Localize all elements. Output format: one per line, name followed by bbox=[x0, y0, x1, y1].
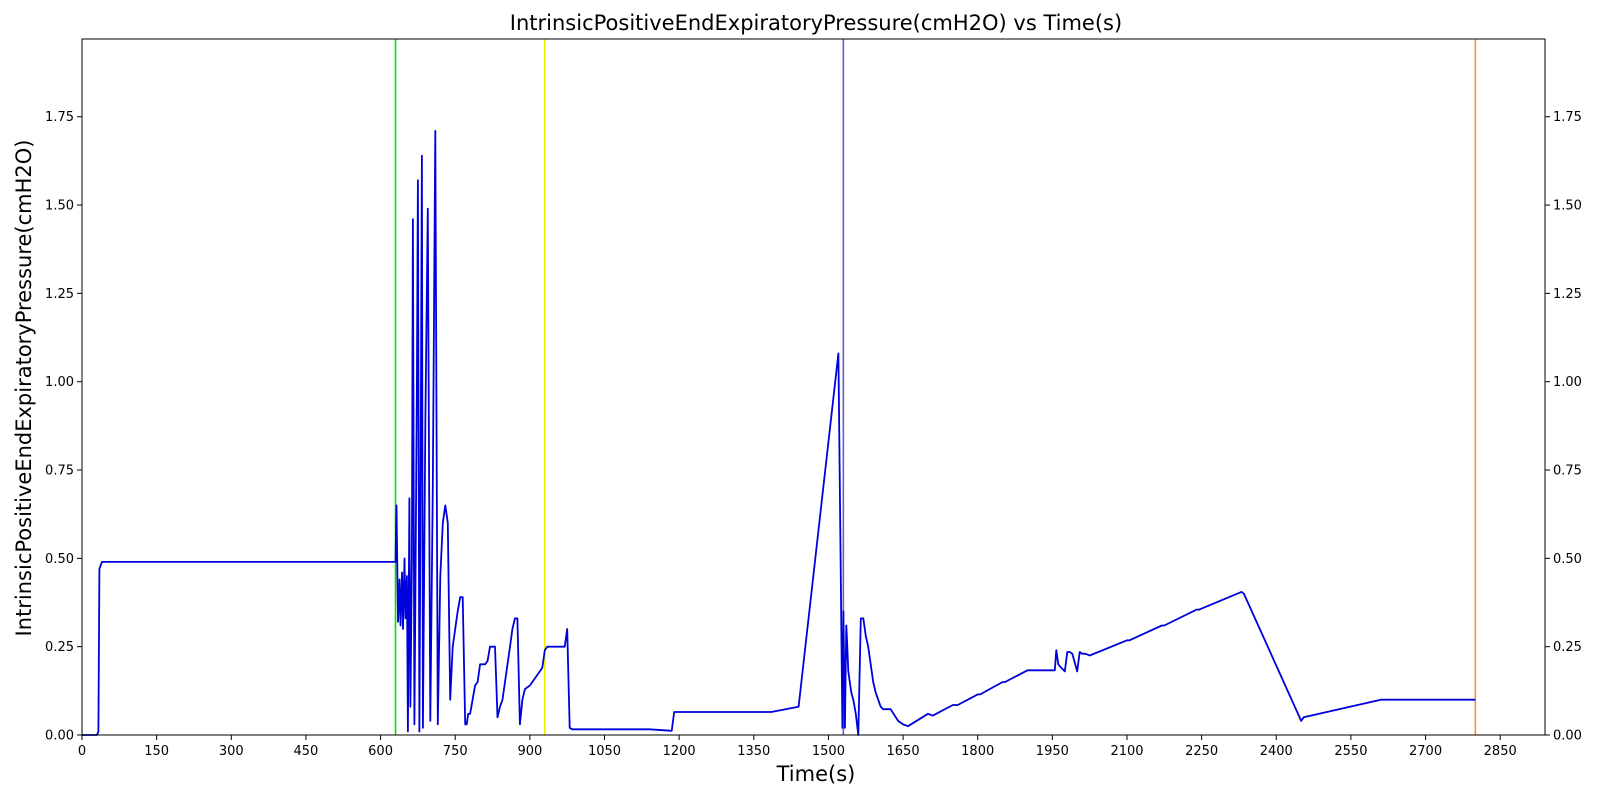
x-tick-label: 2550 bbox=[1334, 744, 1367, 759]
x-tick-label: 1050 bbox=[588, 744, 621, 759]
y-tick-label-right: 1.75 bbox=[1553, 110, 1582, 125]
y-axis-ticks: 0.00 0.00 0.25 0.25 0.50 0.50 0.75 0.75 1.00 1.00… bbox=[45, 110, 1582, 743]
x-tick-label: 2700 bbox=[1409, 744, 1442, 759]
y-tick-label-left: 0.25 bbox=[45, 640, 74, 655]
y-tick-label-right: 1.50 bbox=[1553, 199, 1582, 214]
y-tick-label-left: 0.50 bbox=[45, 552, 74, 567]
y-tick-label-right: 0.00 bbox=[1553, 729, 1582, 744]
x-tick-label: 600 bbox=[368, 744, 393, 759]
x-tick-label: 1950 bbox=[1036, 744, 1069, 759]
y-tick-label-right: 0.25 bbox=[1553, 640, 1582, 655]
x-tick-label: 1350 bbox=[737, 744, 770, 759]
y-tick-label-right: 1.25 bbox=[1553, 287, 1582, 302]
x-tick-label: 900 bbox=[517, 744, 542, 759]
x-tick-label: 1650 bbox=[887, 744, 920, 759]
x-tick-label: 750 bbox=[443, 744, 468, 759]
x-tick-label: 300 bbox=[219, 744, 244, 759]
series-line-0 bbox=[82, 129, 1476, 736]
x-tick-label: 450 bbox=[294, 744, 319, 759]
y-tick-label-left: 1.75 bbox=[45, 110, 74, 125]
x-tick-label: 2400 bbox=[1260, 744, 1293, 759]
y-tick-label-right: 0.75 bbox=[1553, 464, 1582, 479]
x-tick-label: 2250 bbox=[1185, 744, 1218, 759]
x-tick-label: 1800 bbox=[961, 744, 994, 759]
x-axis-label: Time(s) bbox=[776, 762, 856, 786]
event-lines bbox=[394, 39, 1477, 735]
data-series bbox=[82, 129, 1476, 736]
plot-frame bbox=[81, 38, 1546, 736]
x-tick-label: 1200 bbox=[663, 744, 696, 759]
y-axis-label: IntrinsicPositiveEndExpiratoryPressure(c… bbox=[12, 140, 36, 637]
y-tick-label-left: 0.00 bbox=[45, 729, 74, 744]
x-axis-ticks: 0 150 300 450 600 750 900 1050 1200 1350 1500 1650 1… bbox=[78, 735, 1517, 759]
y-tick-label-left: 1.00 bbox=[45, 375, 74, 390]
y-tick-label-left: 0.75 bbox=[45, 464, 74, 479]
x-tick-label: 2100 bbox=[1110, 744, 1143, 759]
y-tick-label-right: 1.00 bbox=[1553, 375, 1582, 390]
x-tick-label: 0 bbox=[78, 744, 86, 759]
y-tick-label-right: 0.50 bbox=[1553, 552, 1582, 567]
x-tick-label: 150 bbox=[144, 744, 169, 759]
y-tick-label-left: 1.50 bbox=[45, 199, 74, 214]
y-tick-label-left: 1.25 bbox=[45, 287, 74, 302]
x-tick-label: 1500 bbox=[812, 744, 845, 759]
x-tick-label: 2850 bbox=[1484, 744, 1517, 759]
chart-title: IntrinsicPositiveEndExpiratoryPressure(c… bbox=[510, 11, 1122, 35]
